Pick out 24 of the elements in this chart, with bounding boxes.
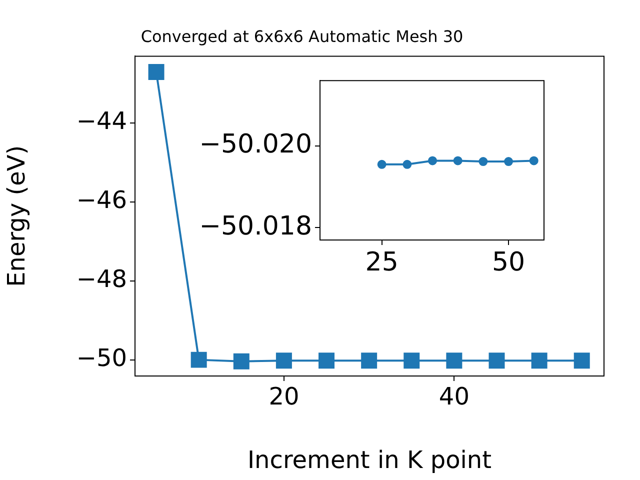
chart-title: Converged at 6x6x6 Automatic Mesh 30 (140, 26, 464, 46)
point (531, 352, 548, 369)
point (148, 64, 164, 80)
y-tick-label: −48 (76, 265, 127, 294)
x-tick-label: 25 (365, 247, 398, 278)
x-axis-title: Increment in K point (247, 446, 492, 474)
y-tick-label: −50 (76, 344, 127, 372)
point (318, 352, 335, 369)
point (190, 352, 207, 368)
point (488, 352, 505, 369)
point (233, 353, 250, 370)
point (446, 352, 462, 369)
y-tick-label: −44 (76, 107, 127, 136)
point (276, 352, 292, 369)
y-axis-title: Energy (eV) (2, 145, 31, 287)
y-tick-label: −50.020 (199, 130, 312, 160)
x-tick-label: 40 (438, 382, 470, 411)
x-tick-label: 50 (492, 247, 526, 278)
y-tick-label: −50.018 (199, 211, 312, 242)
point (574, 352, 590, 369)
x-tick-label: 20 (268, 382, 300, 411)
y-tick-label: −46 (76, 186, 127, 214)
point (404, 352, 420, 369)
point (361, 352, 378, 369)
